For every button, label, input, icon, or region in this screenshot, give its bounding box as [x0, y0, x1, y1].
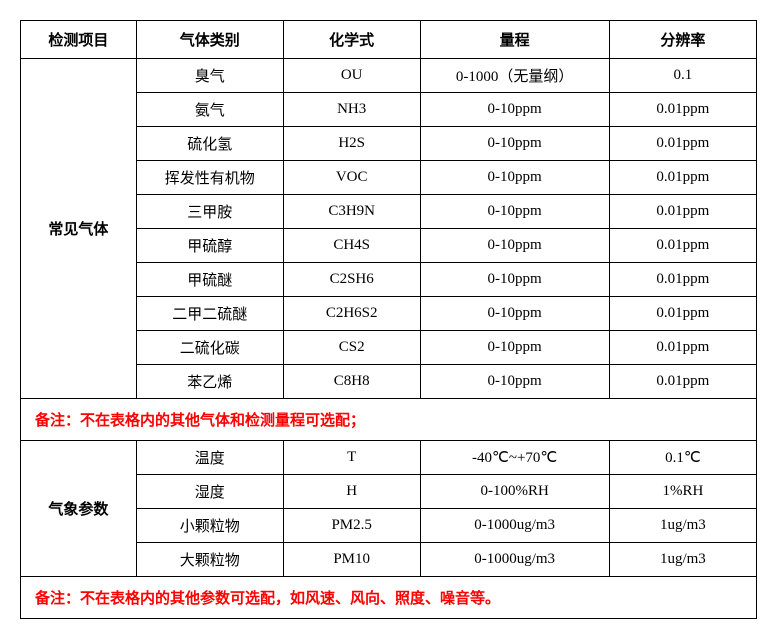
cell-range: 0-10ppm [420, 93, 609, 127]
cell-name: 二硫化碳 [136, 331, 283, 365]
note-row: 备注：不在表格内的其他气体和检测量程可选配； [21, 399, 757, 441]
note-text: 备注：不在表格内的其他气体和检测量程可选配； [21, 399, 757, 441]
cell-resolution: 1%RH [609, 475, 756, 509]
cell-range: 0-10ppm [420, 229, 609, 263]
cell-formula: C8H8 [283, 365, 420, 399]
header-range: 量程 [420, 21, 609, 59]
spec-table-container: 检测项目 气体类别 化学式 量程 分辨率 常见气体臭气OU0-1000（无量纲）… [20, 20, 757, 619]
cell-range: 0-10ppm [420, 127, 609, 161]
table-row: 常见气体臭气OU0-1000（无量纲）0.1 [21, 59, 757, 93]
cell-resolution: 1ug/m3 [609, 509, 756, 543]
cell-name: 湿度 [136, 475, 283, 509]
note-row: 备注：不在表格内的其他参数可选配，如风速、风向、照度、噪音等。 [21, 577, 757, 619]
cell-name: 大颗粒物 [136, 543, 283, 577]
cell-formula: C2H6S2 [283, 297, 420, 331]
cell-formula: C2SH6 [283, 263, 420, 297]
header-formula: 化学式 [283, 21, 420, 59]
table-row: 气象参数温度T-40℃~+70℃0.1℃ [21, 441, 757, 475]
cell-formula: VOC [283, 161, 420, 195]
cell-formula: H2S [283, 127, 420, 161]
cell-name: 挥发性有机物 [136, 161, 283, 195]
cell-resolution: 0.01ppm [609, 195, 756, 229]
cell-resolution: 0.01ppm [609, 331, 756, 365]
cell-name: 二甲二硫醚 [136, 297, 283, 331]
cell-name: 臭气 [136, 59, 283, 93]
cell-formula: C3H9N [283, 195, 420, 229]
header-detection-item: 检测项目 [21, 21, 137, 59]
cell-name: 硫化氢 [136, 127, 283, 161]
cell-range: 0-10ppm [420, 195, 609, 229]
cell-resolution: 0.1℃ [609, 441, 756, 475]
cell-resolution: 0.01ppm [609, 365, 756, 399]
note-text: 备注：不在表格内的其他参数可选配，如风速、风向、照度、噪音等。 [21, 577, 757, 619]
cell-name: 甲硫醇 [136, 229, 283, 263]
header-resolution: 分辨率 [609, 21, 756, 59]
group-label: 常见气体 [21, 59, 137, 399]
cell-range: 0-10ppm [420, 331, 609, 365]
table-header-row: 检测项目 气体类别 化学式 量程 分辨率 [21, 21, 757, 59]
cell-range: 0-1000ug/m3 [420, 509, 609, 543]
cell-resolution: 0.01ppm [609, 229, 756, 263]
cell-resolution: 0.01ppm [609, 127, 756, 161]
cell-resolution: 0.01ppm [609, 297, 756, 331]
cell-resolution: 0.01ppm [609, 93, 756, 127]
cell-range: 0-10ppm [420, 297, 609, 331]
cell-range: -40℃~+70℃ [420, 441, 609, 475]
cell-range: 0-10ppm [420, 161, 609, 195]
cell-formula: H [283, 475, 420, 509]
table-body: 常见气体臭气OU0-1000（无量纲）0.1氨气NH30-10ppm0.01pp… [21, 59, 757, 619]
header-gas-category: 气体类别 [136, 21, 283, 59]
cell-name: 氨气 [136, 93, 283, 127]
cell-range: 0-100%RH [420, 475, 609, 509]
cell-range: 0-10ppm [420, 263, 609, 297]
cell-range: 0-10ppm [420, 365, 609, 399]
group-label: 气象参数 [21, 441, 137, 577]
cell-range: 0-1000ug/m3 [420, 543, 609, 577]
cell-resolution: 0.1 [609, 59, 756, 93]
cell-formula: T [283, 441, 420, 475]
spec-table: 检测项目 气体类别 化学式 量程 分辨率 常见气体臭气OU0-1000（无量纲）… [20, 20, 757, 619]
cell-resolution: 0.01ppm [609, 161, 756, 195]
cell-resolution: 1ug/m3 [609, 543, 756, 577]
cell-name: 小颗粒物 [136, 509, 283, 543]
cell-name: 苯乙烯 [136, 365, 283, 399]
cell-resolution: 0.01ppm [609, 263, 756, 297]
cell-name: 三甲胺 [136, 195, 283, 229]
cell-name: 甲硫醚 [136, 263, 283, 297]
cell-formula: NH3 [283, 93, 420, 127]
cell-range: 0-1000（无量纲） [420, 59, 609, 93]
cell-name: 温度 [136, 441, 283, 475]
cell-formula: PM10 [283, 543, 420, 577]
cell-formula: CH4S [283, 229, 420, 263]
cell-formula: OU [283, 59, 420, 93]
cell-formula: CS2 [283, 331, 420, 365]
cell-formula: PM2.5 [283, 509, 420, 543]
